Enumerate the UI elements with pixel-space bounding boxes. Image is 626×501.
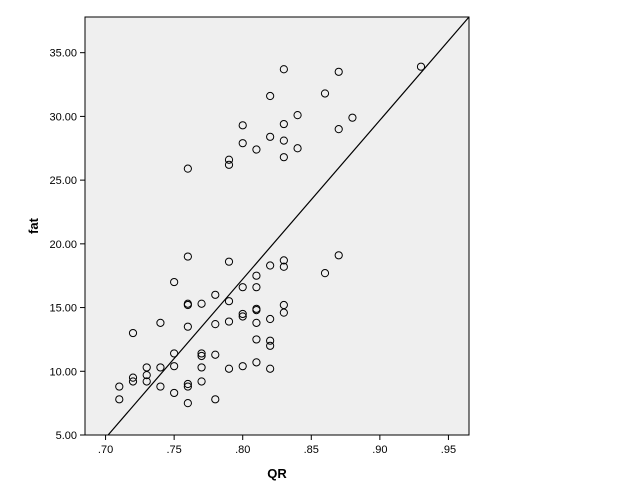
data-point — [170, 362, 179, 371]
data-point — [252, 318, 261, 327]
data-point — [416, 62, 426, 71]
data-point — [197, 299, 206, 308]
data-point — [197, 377, 206, 386]
data-point — [238, 312, 247, 321]
data-point — [334, 251, 343, 260]
data-point — [170, 388, 179, 398]
data-point — [224, 257, 234, 266]
data-point — [183, 399, 192, 408]
data-point — [266, 314, 275, 324]
data-point — [183, 382, 192, 391]
plot-area — [84, 16, 470, 436]
data-point — [252, 283, 261, 292]
y-tick-label: 15.00 — [49, 303, 77, 315]
data-point — [238, 121, 247, 130]
x-tick-label: .70 — [98, 444, 113, 456]
y-axis: 5.00 10.00 15.00 20.00 25.00 30.00 35.00 — [49, 48, 85, 442]
data-point — [238, 139, 247, 148]
data-point — [183, 164, 192, 173]
data-point — [266, 364, 275, 373]
data-point — [156, 318, 165, 327]
data-point — [266, 336, 275, 345]
data-point — [266, 341, 275, 350]
data-point — [211, 320, 220, 329]
y-axis-title: fat — [26, 217, 41, 234]
data-point — [238, 283, 247, 292]
data-point — [183, 379, 192, 389]
data-point — [224, 155, 234, 164]
data-point — [142, 363, 151, 372]
data-point — [128, 377, 138, 386]
data-point — [320, 269, 330, 278]
data-point — [279, 119, 288, 129]
y-tick-label: 5.00 — [56, 430, 77, 442]
data-point — [320, 89, 330, 98]
data-point — [170, 277, 179, 287]
data-point — [279, 262, 288, 271]
data-point — [266, 132, 275, 141]
y-tick-label: 10.00 — [49, 366, 77, 378]
y-tick-label: 25.00 — [49, 175, 77, 187]
data-point — [224, 317, 234, 326]
data-point — [238, 309, 247, 319]
x-tick-label: .75 — [166, 444, 181, 456]
data-point — [211, 395, 220, 404]
data-point — [279, 65, 288, 74]
y-tick-label: 35.00 — [49, 48, 77, 60]
data-point — [293, 111, 302, 120]
x-tick-label: .95 — [441, 444, 456, 456]
data-point — [128, 373, 138, 382]
data-point — [334, 67, 343, 76]
data-point — [115, 382, 124, 391]
data-point — [238, 362, 247, 371]
data-point — [156, 382, 165, 391]
data-point — [142, 377, 151, 386]
data-point — [183, 299, 192, 308]
data-points — [115, 62, 426, 408]
data-point — [279, 136, 288, 145]
data-point — [224, 364, 234, 373]
x-axis: .70 .75 .80 .85 .90 .95 — [98, 435, 456, 456]
x-tick-label: .85 — [304, 444, 319, 456]
data-point — [266, 261, 275, 270]
data-point — [348, 113, 357, 122]
y-tick-label: 30.00 — [49, 111, 77, 123]
data-point — [334, 125, 343, 134]
data-point — [279, 256, 288, 265]
data-point — [183, 322, 192, 331]
data-point — [197, 349, 206, 358]
fit-line — [107, 16, 470, 436]
data-point — [252, 145, 261, 154]
x-axis-title: QR — [267, 466, 287, 481]
data-point — [197, 351, 206, 361]
y-tick-label: 20.00 — [49, 239, 77, 251]
data-point — [224, 160, 234, 169]
data-point — [115, 395, 124, 404]
data-point — [211, 290, 220, 299]
data-point — [156, 363, 165, 372]
data-point — [279, 153, 288, 162]
data-point — [170, 349, 179, 358]
data-point — [252, 271, 261, 280]
data-point — [252, 304, 261, 313]
data-point — [252, 335, 261, 344]
x-tick-label: .80 — [235, 444, 250, 456]
data-point — [128, 328, 138, 338]
data-point — [211, 350, 220, 359]
data-point — [252, 358, 261, 367]
data-point — [197, 363, 206, 372]
data-point — [183, 252, 192, 261]
data-point — [279, 300, 288, 310]
data-point — [266, 91, 275, 101]
data-point — [293, 144, 302, 153]
data-point — [224, 297, 234, 306]
x-tick-label: .90 — [372, 444, 387, 456]
